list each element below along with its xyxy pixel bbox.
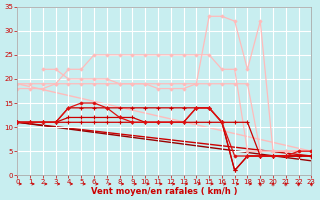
X-axis label: Vent moyen/en rafales ( km/h ): Vent moyen/en rafales ( km/h ) [91,187,238,196]
